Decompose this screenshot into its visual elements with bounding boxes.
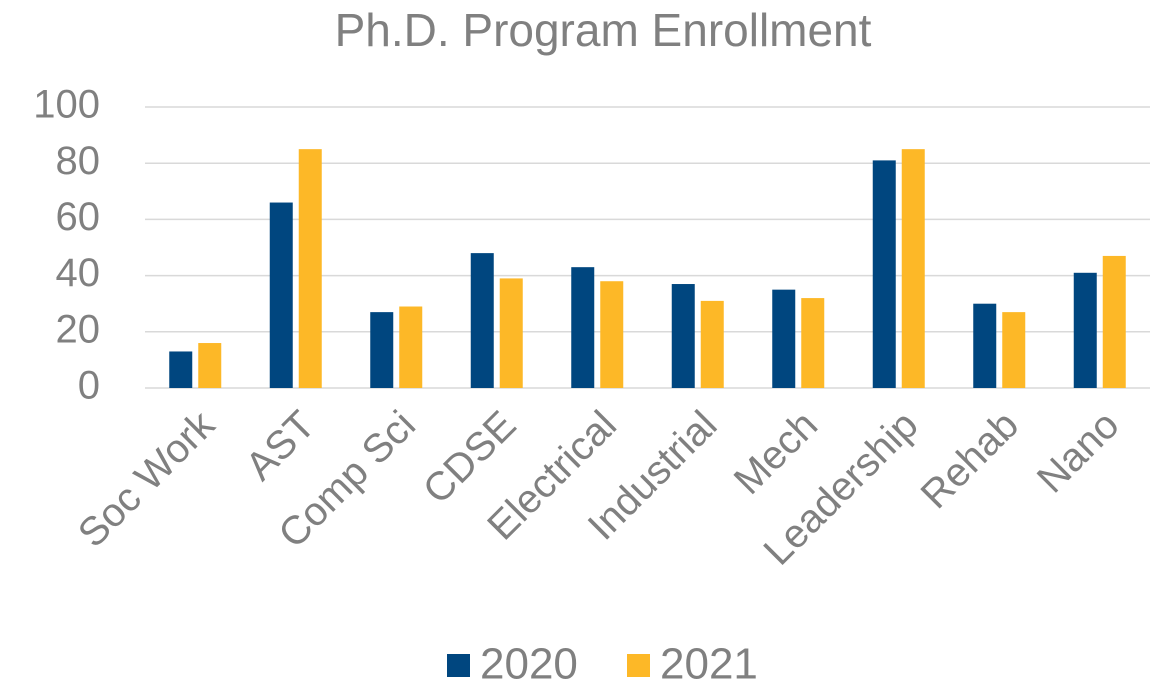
legend-label: 2020 [480,640,578,686]
bar [399,306,423,388]
bar [973,303,997,388]
x-tick-label: Soc Work [70,402,224,556]
bar [1002,312,1026,388]
bar [499,278,523,388]
bar [571,267,595,388]
x-tick-label: Rehab [913,403,1027,517]
legend-swatch [627,654,650,677]
y-tick-label: 20 [56,307,101,351]
y-tick-label: 60 [56,195,101,239]
legend-swatch [447,654,470,677]
bar [801,298,825,388]
x-tick-label: AST [237,403,323,489]
bar [700,300,724,388]
x-tick-label: Nano [1029,403,1128,502]
bar [169,351,193,388]
y-tick-label: 40 [56,251,101,295]
bar [872,160,896,388]
legend-label: 2021 [660,640,758,686]
bar [370,312,394,388]
bar [298,149,322,388]
y-tick-label: 0 [78,364,100,408]
bar [1102,255,1126,388]
bar [901,149,925,388]
bar [600,281,624,388]
bar [269,202,293,388]
chart-title: Ph.D. Program Enrollment [335,4,872,56]
y-tick-label: 100 [33,83,100,127]
bar [671,284,695,388]
bar [198,343,222,388]
bar [1073,272,1097,388]
y-tick-label: 80 [56,139,101,183]
bar [772,289,796,388]
bar [470,253,494,388]
